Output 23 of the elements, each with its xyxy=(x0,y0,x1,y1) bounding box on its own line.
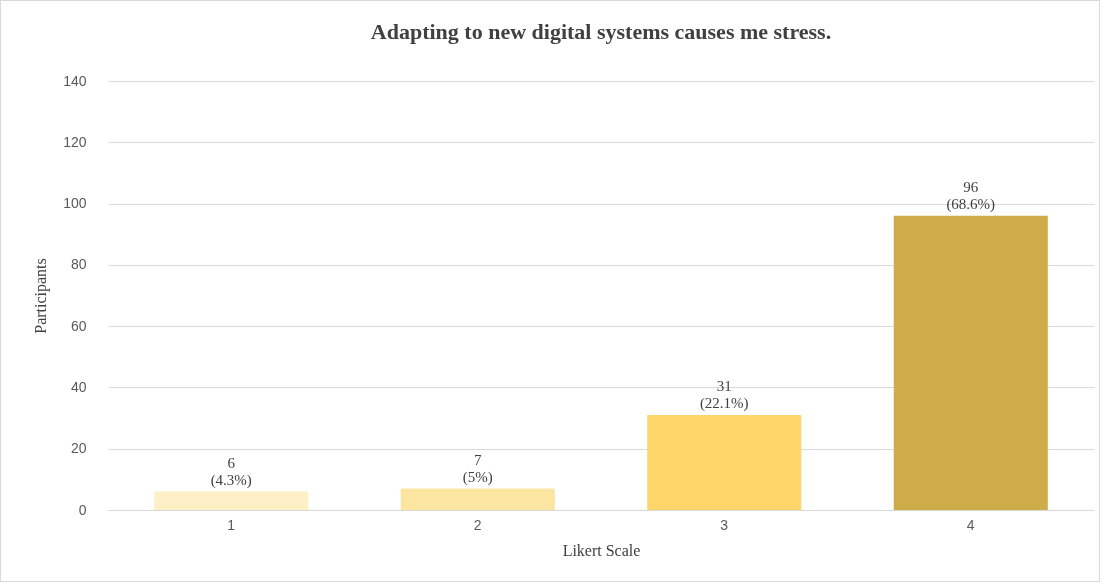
bar xyxy=(400,488,555,510)
x-tick-label: 4 xyxy=(966,516,975,533)
y-tick-label: 140 xyxy=(63,72,87,89)
y-tick-label: 0 xyxy=(78,501,87,518)
chart-title: Adapting to new digital systems causes me stress. xyxy=(370,19,832,44)
x-tick-label: 2 xyxy=(473,516,482,533)
bar xyxy=(893,215,1048,510)
y-axis-title: Participants xyxy=(32,258,51,334)
y-tick-label: 80 xyxy=(70,256,87,273)
data-label: 6 (4.3%) xyxy=(210,454,252,489)
y-tick-label: 100 xyxy=(63,195,87,212)
y-tick-label: 40 xyxy=(70,378,87,395)
x-tick-label: 1 xyxy=(227,516,236,533)
bar xyxy=(647,415,802,510)
x-tick-label: 3 xyxy=(720,516,729,533)
y-tick-label: 120 xyxy=(63,133,87,150)
data-label: 96 (68.6%) xyxy=(946,178,996,213)
data-label: 7 (5%) xyxy=(462,451,493,486)
y-tick-label: 60 xyxy=(70,317,87,334)
data-label: 31 (22.1%) xyxy=(699,378,749,413)
y-tick-label: 20 xyxy=(70,440,87,457)
x-axis-title: Likert Scale xyxy=(562,541,641,559)
bar xyxy=(154,491,309,510)
